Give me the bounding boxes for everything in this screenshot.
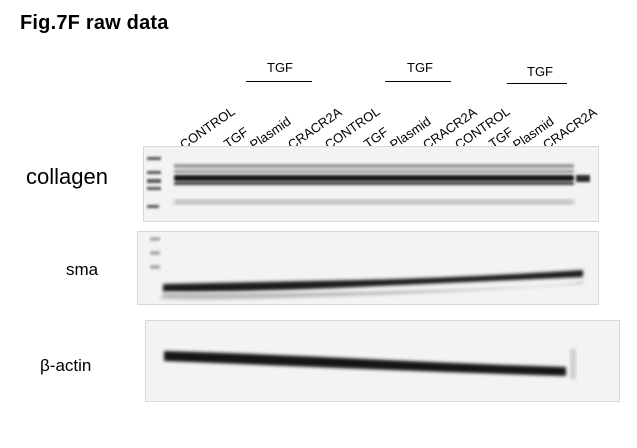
group-label-3: TGF xyxy=(527,64,553,79)
row-label-collagen: collagen xyxy=(26,164,108,189)
group-underline-2 xyxy=(385,81,451,82)
row-label-sma: sma xyxy=(66,260,99,279)
group-underline-3 xyxy=(507,83,567,84)
collagen-blot-image xyxy=(147,157,590,208)
figure-title: Fig.7F raw data xyxy=(20,12,169,34)
actin-blot-image xyxy=(164,349,576,379)
group-label-2: TGF xyxy=(407,60,433,75)
sma-blot-image xyxy=(150,238,584,300)
actin-blot xyxy=(145,320,620,402)
group-underline-1 xyxy=(246,81,312,82)
collagen-blot xyxy=(143,146,599,222)
group-label-1: TGF xyxy=(267,60,293,75)
row-label-actin: β-actin xyxy=(40,356,92,375)
sma-blot xyxy=(137,231,599,305)
